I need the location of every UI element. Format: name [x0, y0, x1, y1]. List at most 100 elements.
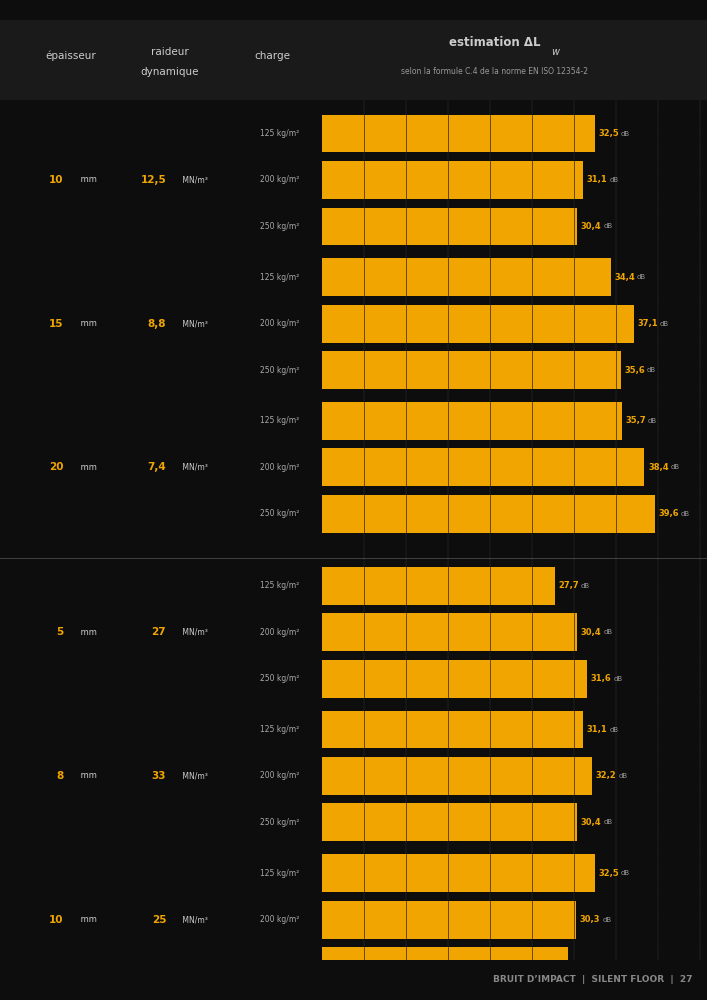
Text: 20: 20 [49, 462, 64, 472]
Text: dB: dB [647, 367, 656, 373]
Text: mm: mm [78, 915, 97, 924]
Bar [322, 258, 611, 296]
Bar [322, 305, 633, 343]
Bar [322, 998, 515, 1000]
Text: charge: charge [255, 51, 290, 61]
Text: 7,4: 7,4 [147, 462, 166, 472]
Text: 250 kg/m²: 250 kg/m² [259, 818, 299, 827]
Text: 32,5: 32,5 [598, 869, 619, 878]
Text: dB: dB [621, 131, 630, 137]
Text: dB: dB [621, 870, 630, 876]
Text: dB: dB [603, 819, 612, 825]
Text: dB: dB [637, 274, 646, 280]
Text: 34,4: 34,4 [614, 273, 635, 282]
Bar [322, 947, 568, 985]
Text: 200 kg/m²: 200 kg/m² [259, 175, 299, 184]
Text: raideur: raideur [151, 47, 189, 57]
Text: 30,4: 30,4 [580, 222, 602, 231]
Text: 30,4: 30,4 [580, 818, 602, 827]
Bar [322, 757, 592, 795]
Text: dB: dB [603, 223, 612, 229]
Text: MN/m³: MN/m³ [180, 175, 208, 184]
Text: 33: 33 [151, 771, 166, 781]
Text: 5: 5 [57, 627, 64, 637]
Text: dB: dB [603, 629, 612, 635]
Text: dB: dB [594, 963, 603, 969]
Text: MN/m³: MN/m³ [180, 628, 208, 637]
Bar [322, 803, 577, 841]
Text: 30,3: 30,3 [580, 915, 600, 924]
Text: mm: mm [78, 628, 97, 637]
Text: selon la formule C.4 de la norme EN ISO 12354-2: selon la formule C.4 de la norme EN ISO … [402, 68, 588, 77]
Text: 125 kg/m²: 125 kg/m² [259, 416, 299, 425]
Text: 8: 8 [57, 771, 64, 781]
Text: 250 kg/m²: 250 kg/m² [259, 366, 299, 375]
Text: dynamique: dynamique [141, 67, 199, 77]
Text: mm: mm [78, 175, 97, 184]
Text: MN/m³: MN/m³ [180, 771, 208, 780]
Bar [322, 161, 583, 199]
Bar [322, 448, 645, 486]
Text: dB: dB [609, 727, 619, 733]
Bar [322, 711, 583, 748]
Text: 29,3: 29,3 [571, 962, 592, 971]
Bar [322, 208, 577, 245]
Text: 27: 27 [151, 627, 166, 637]
Text: 27,7: 27,7 [558, 581, 578, 590]
Text: dB: dB [580, 583, 590, 589]
Bar [322, 402, 621, 440]
Text: 35,7: 35,7 [625, 416, 646, 425]
Text: dB: dB [619, 773, 628, 779]
Text: 32,5: 32,5 [598, 129, 619, 138]
Text: mm: mm [78, 463, 97, 472]
Text: 125 kg/m²: 125 kg/m² [259, 581, 299, 590]
Text: 125 kg/m²: 125 kg/m² [259, 725, 299, 734]
Text: dB: dB [602, 917, 612, 923]
Text: 15: 15 [49, 319, 64, 329]
Text: 250 kg/m²: 250 kg/m² [259, 509, 299, 518]
Text: 12,5: 12,5 [141, 175, 166, 185]
Text: dB: dB [648, 418, 657, 424]
Text: 32,2: 32,2 [596, 771, 617, 780]
Bar [322, 567, 554, 605]
Text: 10: 10 [49, 175, 64, 185]
Text: 200 kg/m²: 200 kg/m² [259, 319, 299, 328]
Text: 250 kg/m²: 250 kg/m² [259, 674, 299, 683]
Text: 10: 10 [49, 915, 64, 925]
Text: dB: dB [671, 464, 679, 470]
Bar [322, 495, 655, 533]
Text: dB: dB [609, 177, 619, 183]
Text: 250 kg/m²: 250 kg/m² [259, 222, 299, 231]
Text: 200 kg/m²: 200 kg/m² [259, 463, 299, 472]
Text: 200 kg/m²: 200 kg/m² [259, 771, 299, 780]
Text: MN/m³: MN/m³ [180, 915, 208, 924]
Text: 8,8: 8,8 [148, 319, 166, 329]
Text: dB: dB [681, 511, 690, 517]
Text: mm: mm [78, 319, 97, 328]
Text: 31,1: 31,1 [587, 175, 607, 184]
Text: mm: mm [78, 771, 97, 780]
Bar [322, 660, 588, 698]
Text: 31,1: 31,1 [587, 725, 607, 734]
Text: BRUIT D’IMPACT  |  SILENT FLOOR  |  27: BRUIT D’IMPACT | SILENT FLOOR | 27 [493, 976, 693, 984]
Text: 25: 25 [151, 915, 166, 925]
Bar [322, 854, 595, 892]
Text: 250 kg/m²: 250 kg/m² [259, 962, 299, 971]
Text: 125 kg/m²: 125 kg/m² [259, 129, 299, 138]
Bar [322, 351, 621, 389]
Text: 200 kg/m²: 200 kg/m² [259, 915, 299, 924]
Text: 39,6: 39,6 [658, 509, 679, 518]
Text: 30,4: 30,4 [580, 628, 602, 637]
Text: MN/m³: MN/m³ [180, 319, 208, 328]
Bar [322, 613, 577, 651]
Text: 38,4: 38,4 [648, 463, 669, 472]
Text: estimation ΔL: estimation ΔL [449, 36, 541, 49]
Text: 200 kg/m²: 200 kg/m² [259, 628, 299, 637]
Text: dB: dB [660, 321, 669, 327]
Text: 35,6: 35,6 [624, 366, 645, 375]
Text: 37,1: 37,1 [637, 319, 658, 328]
Bar [322, 115, 595, 152]
Text: MN/m³: MN/m³ [180, 463, 208, 472]
Text: w: w [551, 47, 559, 57]
Text: épaisseur: épaisseur [45, 51, 96, 61]
